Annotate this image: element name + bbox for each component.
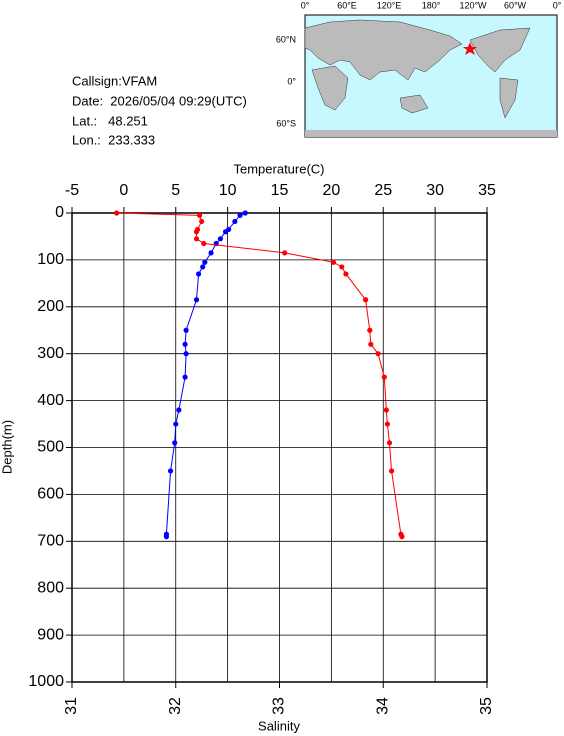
profile-point (197, 212, 203, 218)
longitude: Lon.: 233.333 (72, 132, 155, 147)
profile-point (388, 468, 395, 474)
profile-point (199, 218, 205, 225)
y-tick-label: 1000 (28, 673, 64, 690)
map-lat-label: 60°S (276, 118, 296, 128)
profile-point (163, 534, 170, 540)
x2-tick-label: 20 (322, 182, 340, 199)
latitude: Lat.: 48.251 (72, 113, 148, 128)
profile-point (183, 351, 189, 357)
map-lon-label: 180° (422, 0, 441, 10)
x2-tick-label: 5 (171, 182, 180, 199)
profile-point (182, 374, 188, 380)
profile-point (399, 534, 405, 540)
map-lon-label: 120°E (377, 0, 402, 10)
profile-point (176, 407, 182, 413)
land (305, 130, 557, 137)
map-lon-label: 60°W (504, 0, 527, 10)
profile-point (222, 229, 229, 235)
land (499, 77, 519, 119)
land (399, 94, 429, 114)
position-marker (463, 42, 477, 55)
profile-point (200, 264, 206, 270)
x-tick-label: 31 (63, 697, 80, 715)
map-lon-label: 120°W (459, 0, 487, 10)
map-lat-label: 0° (287, 76, 296, 86)
x2-tick-label: 25 (374, 182, 392, 199)
profile-point (343, 271, 349, 277)
profile-line (116, 212, 403, 537)
land (304, 19, 463, 81)
profile-point (367, 327, 373, 333)
y-tick-label: 500 (37, 439, 64, 456)
profile-point (242, 210, 248, 216)
x-tick-label: 33 (271, 697, 288, 715)
profile-point (183, 327, 189, 333)
y-tick-label: 800 (37, 579, 64, 596)
profile-point (182, 341, 188, 347)
y-tick-label: 900 (37, 626, 64, 643)
profile-point (339, 264, 345, 270)
profile-point (368, 341, 374, 347)
x2-tick-label: 0 (119, 182, 128, 199)
profile-point (201, 240, 207, 247)
x-tick-label: 35 (478, 697, 495, 715)
y-tick-label: 700 (37, 533, 64, 550)
x-tick-label: 32 (167, 697, 184, 715)
map-lon-label: 60°E (337, 0, 357, 10)
profile-point (384, 421, 390, 427)
profile-point (193, 297, 200, 303)
profile-point (375, 351, 381, 357)
x2-axis-title: Temperature(C) (233, 161, 324, 176)
profile-point (386, 440, 393, 446)
callsign: Callsign:VFAM (72, 73, 157, 88)
info-block: Callsign:VFAM Date: 2026/05/04 09:29(UTC… (72, 73, 247, 147)
land (311, 65, 349, 111)
y-axis-title: Depth(m) (0, 420, 14, 474)
x2-tick-label: 15 (271, 182, 289, 199)
map-lat-label: 60°N (276, 34, 296, 44)
y-tick-label: 200 (37, 298, 64, 315)
y-tick-label: 600 (37, 486, 64, 503)
profile-point (193, 229, 200, 235)
date: Date: 2026/05/04 09:29(UTC) (72, 93, 247, 108)
y-tick-label: 300 (37, 345, 64, 362)
profile-point (383, 407, 389, 413)
profile-point (282, 250, 288, 256)
profile-point (363, 297, 369, 303)
profile-point (217, 236, 223, 242)
profile-point (114, 210, 120, 216)
y-tick-label: 0 (55, 204, 64, 221)
map (304, 14, 558, 138)
profile-point (193, 236, 200, 242)
x2-tick-label: 10 (219, 182, 237, 199)
x-axis-title: Salinity (258, 718, 300, 733)
profile-point (195, 271, 202, 277)
y-tick-label: 100 (37, 251, 64, 268)
profile-point (237, 212, 243, 218)
x2-tick-label: -5 (65, 182, 79, 199)
x2-tick-label: 35 (478, 182, 496, 199)
profile-point (172, 440, 178, 446)
x-tick-label: 34 (374, 697, 391, 715)
y-tick-label: 400 (37, 392, 64, 409)
land (469, 27, 531, 73)
profile-point (330, 259, 337, 265)
profile-point (173, 421, 179, 427)
plot-frame (71, 212, 488, 683)
profile-point (167, 468, 174, 474)
x2-tick-label: 30 (426, 182, 444, 199)
map-lon-label: 0° (301, 0, 310, 10)
profile-point (232, 218, 238, 225)
map-lon-label: 0° (553, 0, 562, 10)
profile-point (208, 250, 214, 256)
profile-point (381, 374, 387, 380)
profile-point (202, 259, 208, 265)
